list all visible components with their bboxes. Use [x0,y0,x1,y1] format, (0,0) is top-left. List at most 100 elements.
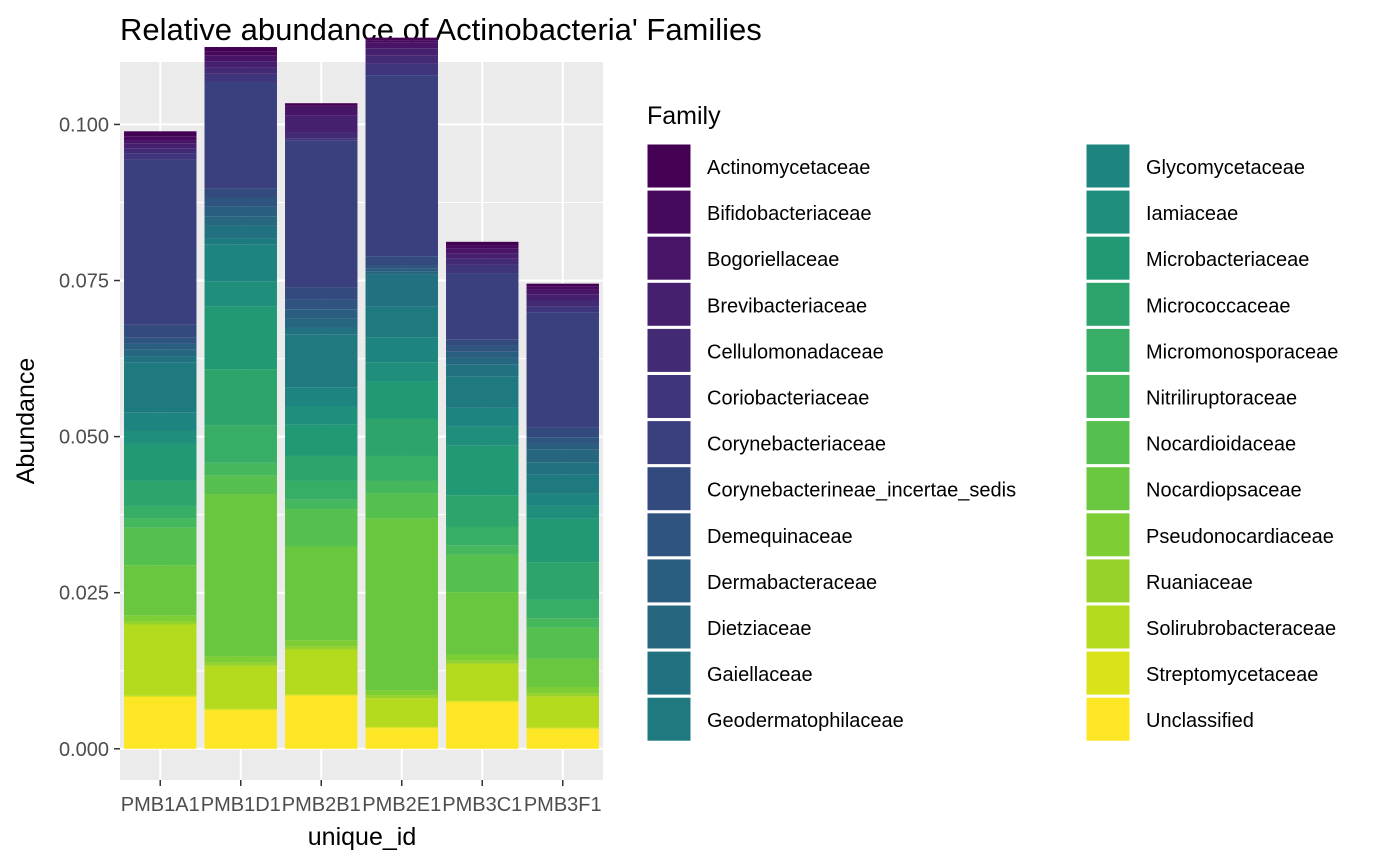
bar-segment-pmb3c1-bogoriellaceae [446,248,519,254]
legend-label-dermabacteraceae: Dermabacteraceae [707,572,877,594]
x-tick-label: PMB3F1 [524,794,602,816]
bar-segment-pmb3f1-demequinaceae [526,437,599,444]
bar-segment-pmb3c1-streptomycetaceae [446,700,519,702]
bar-segment-pmb1d1-coriobacteriaceae [204,73,277,82]
bar-segment-pmb1d1-solirubrobacteraceae [204,665,277,709]
bar-segment-pmb1d1-streptomycetaceae [204,708,277,711]
bar-segment-pmb3f1-dietziaceae [526,449,599,463]
bar-segment-pmb2e1-corynebacterineae-incertae-sedis [365,256,438,266]
x-axis-title: unique_id [308,823,416,851]
bar-segment-pmb1d1-pseudonocardiaceae [204,656,277,663]
bar-segment-pmb2b1-dietziaceae [285,318,358,328]
bar-segment-pmb2e1-glycomycetaceae [365,337,438,363]
bar-segment-pmb2e1-iamiaceae [365,362,438,382]
bar-segment-pmb3f1-dermabacteraceae [526,443,599,450]
bar-segment-pmb2e1-cellulomonadaceae [365,55,438,64]
bar-segment-pmb3c1-dietziaceae [446,357,519,365]
bar-segment-pmb3f1-corynebacterineae-incertae-sedis [526,427,599,438]
y-axis-title: Abundance [12,358,40,485]
bar-segment-pmb2e1-dietziaceae [365,271,438,275]
legend-key-dermabacteraceae [646,558,692,604]
bar-segment-pmb3c1-pseudonocardiaceae [446,654,519,661]
y-tick-label: 0.000 [59,739,109,761]
legend-key-cellulomonadaceae [646,327,692,373]
bar-segment-pmb2e1-nocardioidaceae [365,493,438,519]
bar-segment-pmb1a1-microbacteriaceae [124,443,197,481]
bar-segment-pmb1a1-nocardiopsaceae [124,565,197,616]
legend-key-gaiellaceae [646,650,692,696]
bar-segment-pmb1d1-corynebacteriaceae [204,81,277,189]
bar-segment-pmb2e1-pseudonocardiaceae [365,690,438,696]
bar-segment-pmb3c1-solirubrobacteraceae [446,663,519,701]
bar-segment-pmb3c1-gaiellaceae [446,364,519,377]
bar-segment-pmb2e1-nitriliruptoraceae [365,480,438,494]
bar-segment-pmb1d1-nitriliruptoraceae [204,462,277,476]
chart-title: Relative abundance of Actinobacteria' Fa… [120,12,762,47]
bar-segment-pmb2b1-nitriliruptoraceae [285,499,358,510]
bar-segment-pmb3c1-nocardioidaceae [446,554,519,593]
legend-label-demequinaceae: Demequinaceae [707,526,853,548]
legend-key-corynebacterineae-incertae-sedis [646,466,692,512]
bar-segment-pmb3c1-micrococcaceae [446,495,519,527]
bar-segment-pmb1d1-micrococcaceae [204,369,277,426]
legend-label-microbacteriaceae: Microbacteriaceae [1146,249,1309,271]
bar-segment-pmb1d1-nocardioidaceae [204,475,277,495]
bar-segment-pmb3f1-corynebacteriaceae [526,312,599,428]
legend-title: Family [647,102,721,130]
bar-segment-pmb3f1-nitriliruptoraceae [526,618,599,628]
bar-segment-pmb1a1-coriobacteriaceae [124,153,197,160]
bar-segment-pmb2e1-brevibacteriaceae [365,48,438,56]
bar-segment-pmb2b1-solirubrobacteraceae [285,649,358,695]
bar-segment-pmb2e1-ruaniaceae [365,695,438,699]
legend-key-micrococcaceae [1085,281,1131,327]
legend-key-bifidobacteriaceae [646,189,692,235]
legend-label-iamiaceae: Iamiaceae [1146,203,1238,225]
x-tick-label: PMB2B1 [282,794,361,816]
bar-segment-pmb3c1-corynebacterineae-incertae-sedis [446,339,519,346]
bar-segment-pmb2b1-ruaniaceae [285,646,358,650]
bar-segment-pmb3f1-geodermatophilaceae [526,474,599,494]
legend-label-corynebacterineae-incertae-sedis: Corynebacterineae_incertae_sedis [707,480,1016,502]
legend-label-unclassified: Unclassified [1146,710,1254,732]
legend-label-corynebacteriaceae: Corynebacteriaceae [707,434,886,456]
bar-segment-pmb1a1-brevibacteriaceae [124,143,197,149]
bar-segment-pmb3c1-unclassified [446,701,519,749]
bar-segment-pmb2e1-microbacteriaceae [365,381,438,419]
bar-segment-pmb1a1-bifidobacteriaceae [124,136,197,141]
bar-segment-pmb1a1-unclassified [124,696,197,749]
legend-label-micrococcaceae: Micrococcaceae [1146,295,1291,317]
legend-key-micromonosporaceae [1085,327,1131,373]
bar-segment-pmb2e1-corynebacteriaceae [365,75,438,257]
legend-key-geodermatophilaceae [646,696,692,742]
bar-segment-pmb1a1-micromonosporaceae [124,505,197,519]
bar-segment-pmb3c1-brevibacteriaceae [446,253,519,259]
y-axis: 0.000 0.025 0.050 0.075 0.100 [59,114,120,761]
legend-key-nocardioidaceae [1085,420,1131,466]
legend-key-dietziaceae [646,604,692,650]
bar-segment-pmb2b1-coriobacteriaceae [285,138,358,141]
bar-segment-pmb2e1-demequinaceae [365,265,438,269]
bar-segment-pmb1a1-corynebacteriaceae [124,159,197,325]
bar-segment-pmb3f1-bogoriellaceae [526,289,599,295]
legend-label-nocardioidaceae: Nocardioidaceae [1146,434,1296,456]
bar-segment-pmb1a1-pseudonocardiaceae [124,615,197,622]
bar-segment-pmb3f1-nocardiopsaceae [526,658,599,687]
bar-segment-pmb3c1-cellulomonadaceae [446,258,519,265]
legend-label-micromonosporaceae: Micromonosporaceae [1146,341,1338,363]
bar-segment-pmb3c1-glycomycetaceae [446,407,519,427]
bar-segment-pmb1d1-unclassified [204,710,277,749]
legend-label-bogoriellaceae: Bogoriellaceae [707,249,839,271]
bar-segment-pmb3f1-glycomycetaceae [526,493,599,506]
legend-key-corynebacteriaceae [646,420,692,466]
bar-segment-pmb1d1-bogoriellaceae [204,55,277,62]
bar-segment-pmb3c1-bifidobacteriaceae [446,245,519,249]
bar-segment-pmb1a1-bogoriellaceae [124,140,197,144]
bar-segment-pmb1a1-micrococcaceae [124,480,197,506]
bar-segment-pmb2b1-actinomycetaceae [285,103,358,106]
bar-segment-pmb2e1-micrococcaceae [365,418,438,456]
legend-key-pseudonocardiaceae [1085,512,1131,558]
bar-segment-pmb1a1-actinomycetaceae [124,131,197,137]
bar-segment-pmb3c1-corynebacteriaceae [446,273,519,340]
bar-segment-pmb1d1-actinomycetaceae [204,47,277,52]
